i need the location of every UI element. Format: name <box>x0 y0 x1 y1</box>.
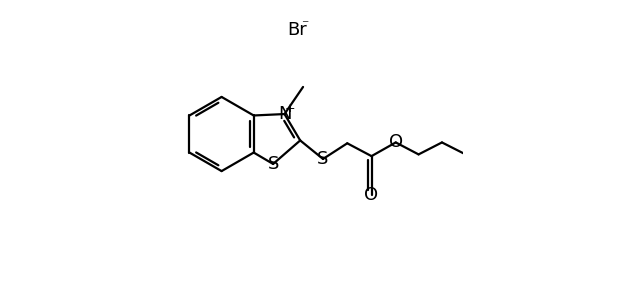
Text: O: O <box>364 186 379 204</box>
Text: O: O <box>388 133 403 151</box>
Text: S: S <box>268 155 279 173</box>
Text: Br: Br <box>287 21 307 39</box>
Text: S: S <box>317 150 329 168</box>
Text: N: N <box>278 105 291 123</box>
Text: ⁻: ⁻ <box>301 19 308 33</box>
Text: +: + <box>285 103 296 115</box>
